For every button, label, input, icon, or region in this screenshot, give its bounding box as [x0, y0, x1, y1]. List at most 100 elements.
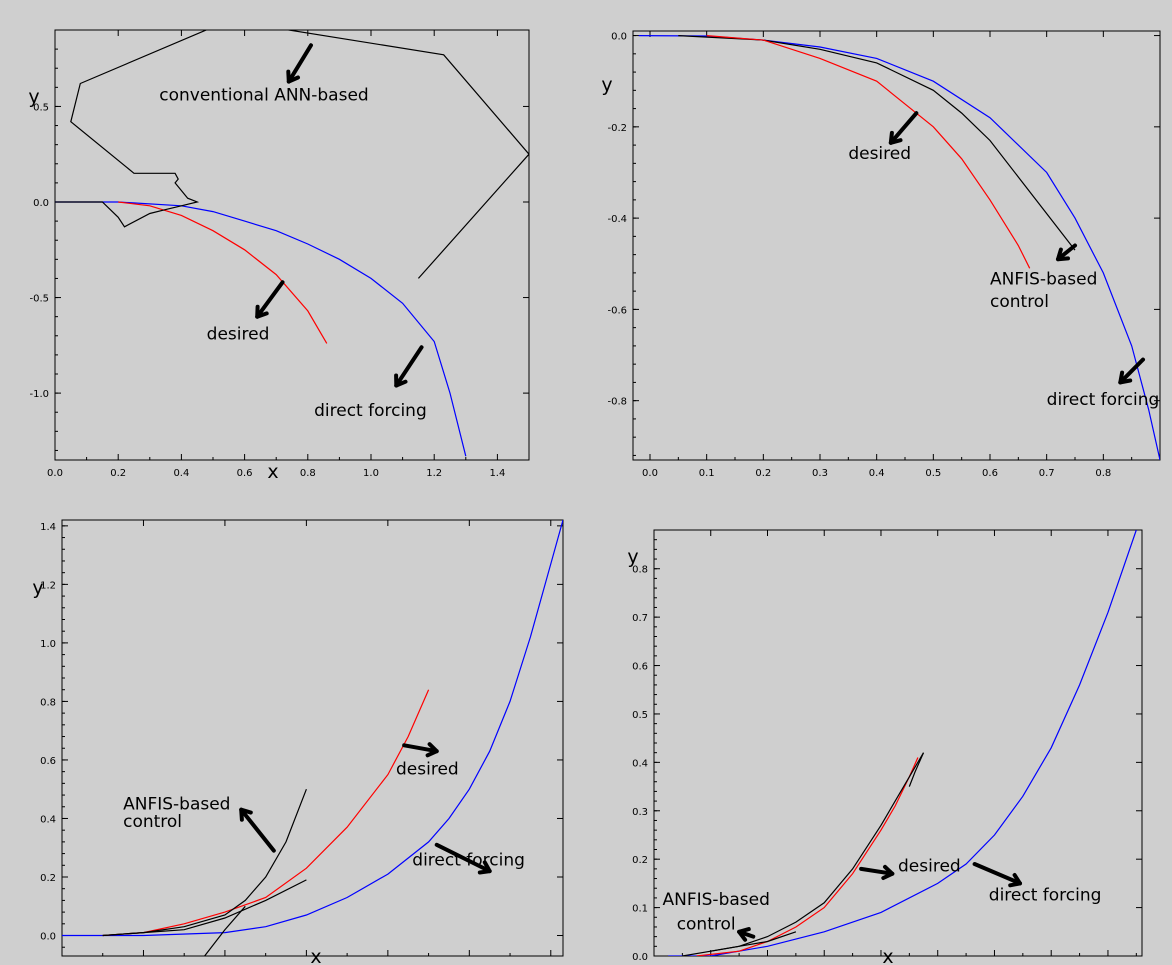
annotation-label: control — [677, 914, 736, 934]
annotation-label: control — [123, 812, 182, 832]
annotation-arrowhead — [1118, 370, 1133, 385]
series-line — [204, 905, 246, 956]
annotation-label: desired — [207, 325, 270, 345]
y-axis-title: y — [601, 74, 612, 96]
y-tick-label: -0.5 — [29, 294, 49, 305]
x-tick-label: 0.8 — [1095, 468, 1111, 479]
annotation-arrow — [434, 842, 492, 874]
annotation-label: ANFIS-based — [663, 890, 770, 910]
series-line — [908, 752, 925, 787]
annotation-arrowhead — [394, 373, 408, 388]
x-tick-label: 1.4 — [489, 468, 505, 479]
annotation-arrowhead — [425, 742, 439, 758]
annotation-arrowhead — [286, 69, 300, 84]
y-tick-label: -1.0 — [29, 389, 49, 400]
y-tick-label: -0.2 — [607, 123, 627, 134]
y-axis-title: y — [32, 577, 43, 599]
y-tick-label: 0.0 — [40, 932, 56, 943]
series-group — [55, 30, 529, 457]
x-tick-label: 0.0 — [47, 468, 63, 479]
y-tick-label: 0.2 — [632, 855, 648, 866]
annotation-arrowhead — [255, 304, 269, 319]
annotation-label: control — [990, 292, 1049, 312]
y-tick-label: -0.8 — [607, 397, 627, 408]
annotation-arrow — [402, 743, 439, 754]
y-tick-label: 0.3 — [632, 807, 648, 818]
y-tick-label: 0.0 — [611, 32, 627, 43]
series-line — [102, 879, 307, 937]
x-tick-label: 0.1 — [699, 468, 715, 479]
y-tick-label: -0.4 — [607, 214, 627, 225]
series-line — [706, 35, 1031, 269]
plot-frame — [632, 30, 1161, 461]
panel-top-left: 0.0 0.2 0.4 0.6 0.8 1.0 1.2 1.4 -1.0 -0.5 0.0 0.5 x y… — [0, 0, 586, 484]
x-tick-label: 0.6 — [982, 468, 998, 479]
y-tick-label: 0.8 — [40, 697, 56, 708]
annotation-arrow — [239, 807, 276, 853]
y-tick-label: 0.1 — [632, 904, 648, 915]
series-group — [638, 35, 1160, 460]
annotation-label: direct forcing — [1047, 390, 1160, 410]
annotation-arrow — [888, 111, 919, 145]
y-tick-label: 0.5 — [632, 710, 648, 721]
annotation-arrowhead — [888, 130, 903, 145]
annotation-label: desired — [848, 144, 911, 164]
panel-bottom-right: 0.00.20.40.60.81.01.21.41.60.00.10.20.30… — [586, 484, 1172, 965]
x-tick-label: 1.2 — [426, 468, 442, 479]
annotation-arrowhead — [737, 927, 751, 942]
x-tick-label: 0.2 — [110, 468, 126, 479]
annotation-label: conventional ANN-based — [159, 86, 368, 106]
panel-background — [0, 484, 586, 965]
annotation-arrowhead — [239, 807, 253, 822]
annotation-arrow — [394, 345, 424, 388]
y-tick-label: 0.0 — [632, 952, 648, 963]
x-tick-label: 0.0 — [642, 468, 658, 479]
series-group — [668, 530, 1137, 956]
annotation-arrow — [972, 862, 1022, 886]
annotation-arrow — [286, 43, 313, 84]
panel-background — [586, 484, 1172, 965]
y-axis-title: y — [28, 86, 39, 108]
series-line — [102, 689, 430, 937]
series-line — [118, 201, 328, 344]
y-tick-label: 0.2 — [40, 873, 56, 884]
x-tick-label: 0.7 — [1039, 468, 1055, 479]
y-tick-label: 1.4 — [40, 522, 56, 533]
x-tick-label: 0.5 — [925, 468, 941, 479]
annotation-arrow — [1056, 243, 1077, 262]
y-tick-label: 0.4 — [40, 814, 56, 825]
x-tick-label: 0.3 — [812, 468, 828, 479]
y-tick-label: 0.8 — [632, 565, 648, 576]
annotation-arrowhead — [1056, 247, 1070, 262]
annotation-label: desired — [898, 856, 961, 876]
annotation-arrow — [859, 866, 895, 876]
annotation-arrow — [1118, 357, 1145, 385]
annotation-arrowhead — [1008, 873, 1022, 888]
x-axis-title: x — [267, 461, 278, 483]
series-line — [696, 757, 919, 956]
y-tick-label: 0.4 — [632, 758, 648, 769]
annotation-arrowhead — [881, 864, 895, 880]
series-line — [62, 520, 563, 937]
series-line — [678, 35, 1076, 251]
x-tick-label: 0.2 — [755, 468, 771, 479]
x-tick-label: 0.6 — [237, 468, 253, 479]
annotation-arrow — [255, 280, 285, 319]
y-tick-label: 0.0 — [33, 198, 49, 209]
plot-frame — [61, 519, 564, 957]
panel-top-right: 0.0 0.1 0.2 0.3 0.4 0.5 0.6 0.7 0.8 -0.8 -0.6 -0.4 -… — [586, 0, 1172, 505]
annotation-label: desired — [396, 760, 459, 780]
series-line — [710, 931, 797, 952]
x-tick-label: 0.4 — [869, 468, 885, 479]
annotation-label: direct forcing — [314, 401, 427, 421]
annotation-arrowhead — [477, 860, 492, 875]
annotation-label: ANFIS-based — [123, 795, 230, 815]
x-tick-label: 0.4 — [173, 468, 189, 479]
y-tick-label: 0.5 — [33, 102, 49, 113]
y-tick-label: -0.6 — [607, 305, 627, 316]
series-group — [62, 520, 563, 956]
x-axis-title: x — [310, 946, 321, 965]
x-tick-label: 1.0 — [363, 468, 379, 479]
y-tick-label: 1.2 — [40, 580, 56, 591]
y-tick-label: 0.7 — [632, 613, 648, 624]
